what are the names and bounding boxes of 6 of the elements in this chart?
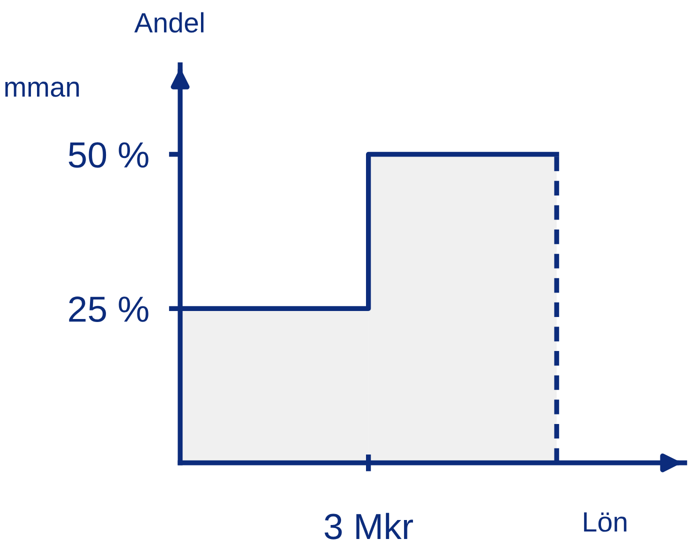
y-tick-label: 50 % xyxy=(68,142,148,168)
x-axis-title: Lön xyxy=(584,512,626,532)
text: mman xyxy=(5,82,79,97)
y-tick-label: 25 % xyxy=(69,296,148,322)
text: 3 Mkr xyxy=(324,512,413,540)
y-axis-title: Andel xyxy=(134,12,204,33)
